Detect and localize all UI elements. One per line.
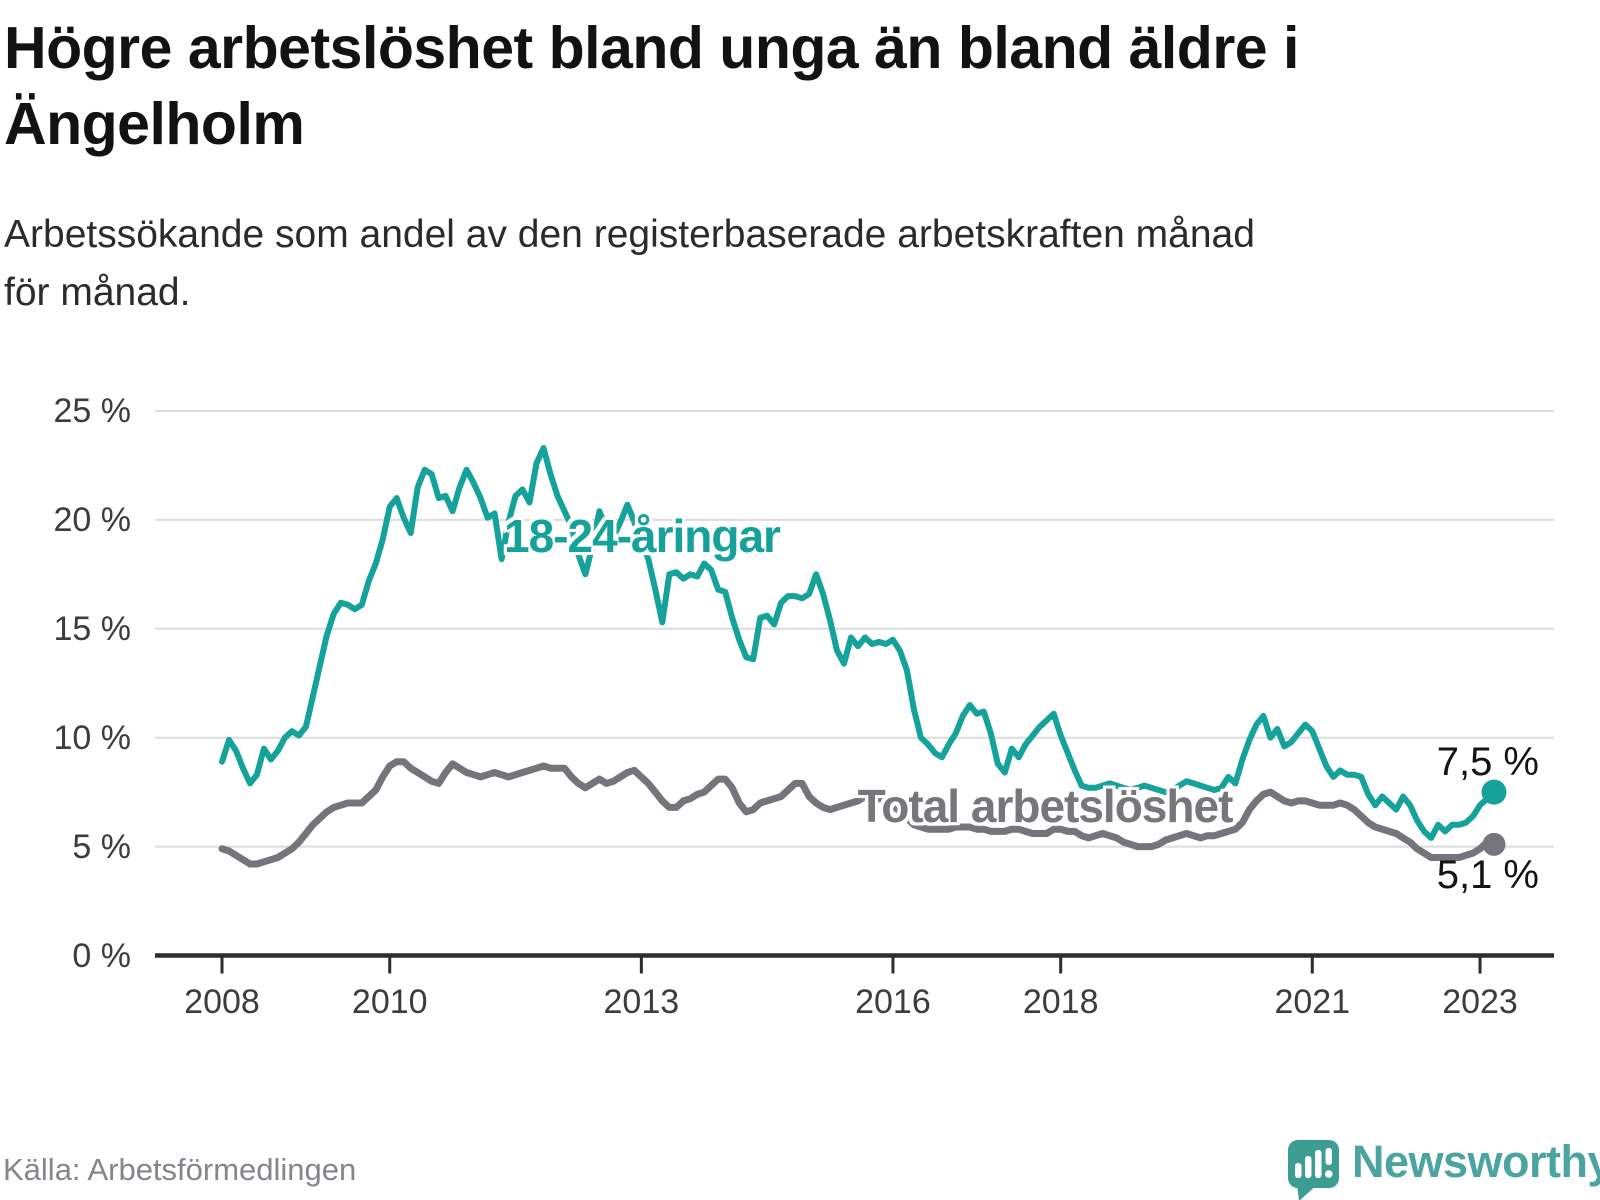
source-note: Källa: Arbetsförmedlingen xyxy=(3,1152,357,1187)
x-axis-label: 2008 xyxy=(184,983,260,1021)
page-title-line1: Högre arbetslöshet bland unga än bland ä… xyxy=(4,15,1299,81)
series-line xyxy=(218,758,1498,868)
x-axis-label: 2021 xyxy=(1274,983,1351,1021)
y-axis-label: 0 % xyxy=(72,936,131,975)
series-label-total: Total arbetslöshet xyxy=(857,780,1234,832)
series-end-dot xyxy=(1481,779,1507,805)
x-axis-label: 2016 xyxy=(855,983,931,1021)
y-axis-label: 5 % xyxy=(72,827,131,866)
chart-subtitle: Arbetssökande som andel av den registerb… xyxy=(4,206,1574,322)
y-axis-label: 20 % xyxy=(53,500,132,539)
newsworthy-wordmark: Newsworthy xyxy=(1352,1136,1600,1187)
chart-subtitle-line1: Arbetssökande som andel av den registerb… xyxy=(4,213,1255,256)
page-title: Högre arbetslöshet bland unga än bland ä… xyxy=(4,10,1564,162)
end-value-label-young: 7,5 % xyxy=(1436,740,1539,784)
series-line xyxy=(219,445,1497,841)
series-label-young: 18-24-åringar xyxy=(504,510,781,562)
y-axis-label: 15 % xyxy=(53,609,132,648)
x-axis-label: 2010 xyxy=(351,983,428,1021)
end-value-label-total: 5,1 % xyxy=(1436,853,1539,897)
y-axis-label: 25 % xyxy=(53,392,132,430)
x-axis-label: 2013 xyxy=(603,983,680,1021)
page-title-line2: Ängelholm xyxy=(4,91,305,157)
series-end-dot xyxy=(1482,832,1506,856)
y-axis-label: 10 % xyxy=(53,718,132,757)
x-axis-label: 2023 xyxy=(1442,983,1518,1021)
x-axis-label: 2018 xyxy=(1022,983,1099,1021)
chart-subtitle-line2: för månad. xyxy=(4,271,191,314)
